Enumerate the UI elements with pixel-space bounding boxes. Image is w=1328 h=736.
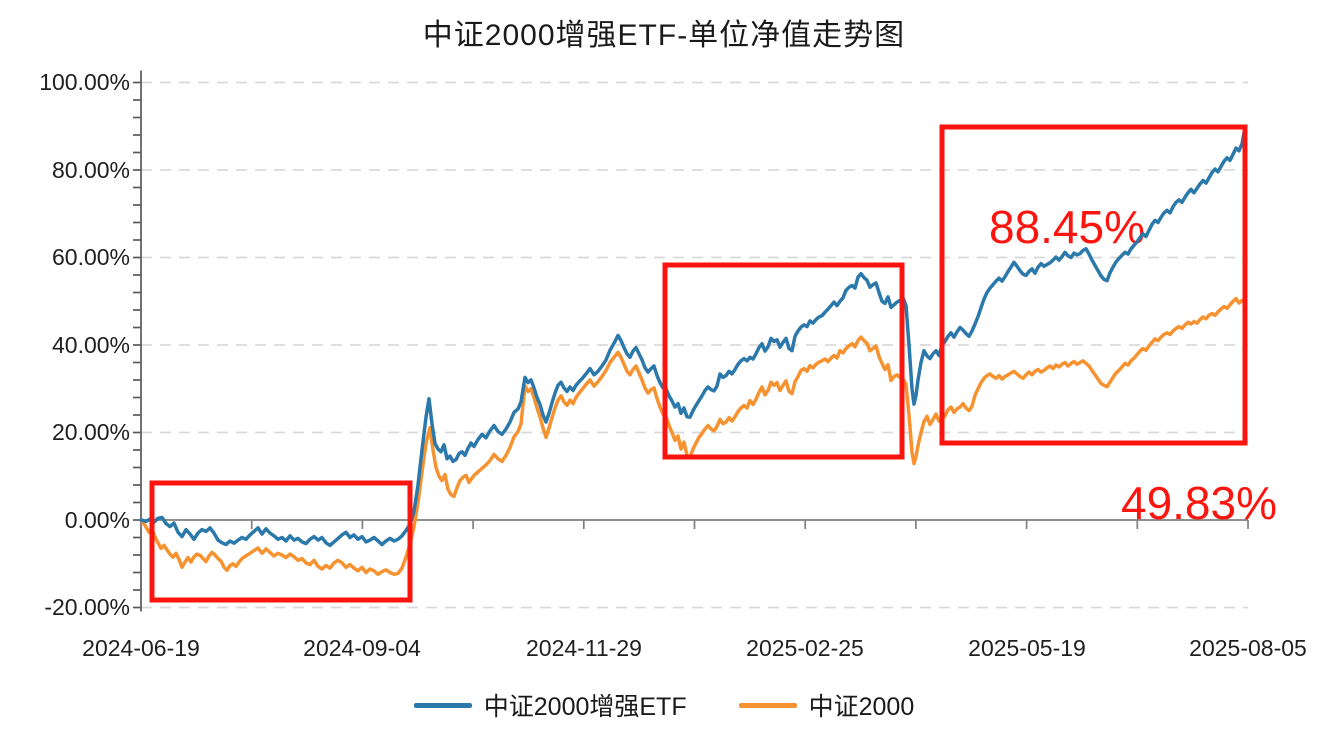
y-tick-label: 60.00%: [51, 244, 130, 270]
annotation-etf-return: 88.45%: [989, 201, 1145, 253]
chart-title: 中证2000增强ETF-单位净值走势图: [422, 19, 906, 52]
y-tick-label: 100.00%: [39, 69, 130, 95]
x-tick-label: 2025-02-25: [746, 635, 864, 661]
highlight-boxes: [149, 124, 1248, 603]
annotation-index-return: 49.83%: [1121, 477, 1277, 529]
x-tick-label: 2024-06-19: [82, 635, 200, 661]
annotations: 88.45% 49.83%: [989, 201, 1277, 529]
x-tick-label: 2024-09-04: [303, 635, 421, 661]
y-tick-label: 40.00%: [51, 332, 130, 358]
legend-label-index: 中证2000: [808, 693, 915, 721]
etf-line-swatch: [413, 702, 472, 708]
legend-item-index: 中证2000: [738, 687, 915, 723]
gridlines: [141, 81, 1248, 609]
index-line-swatch: [738, 702, 797, 708]
x-tick-label: 2024-11-29: [526, 635, 642, 661]
y-tick-label: -20.00%: [44, 594, 130, 620]
legend-item-etf: 中证2000增强ETF: [413, 687, 687, 723]
y-tick-label: 0.00%: [64, 507, 130, 533]
legend-label-etf: 中证2000增强ETF: [483, 693, 687, 721]
series-lines: [139, 131, 1246, 577]
y-tick-label: 80.00%: [51, 157, 130, 183]
axes: [133, 70, 1249, 612]
y-tick-label: 20.00%: [51, 419, 130, 445]
x-tick-label: 2025-08-05: [1189, 635, 1307, 661]
x-tick-label: 2025-05-19: [968, 635, 1086, 661]
legend: 中证2000增强ETF 中证2000: [0, 687, 1328, 723]
